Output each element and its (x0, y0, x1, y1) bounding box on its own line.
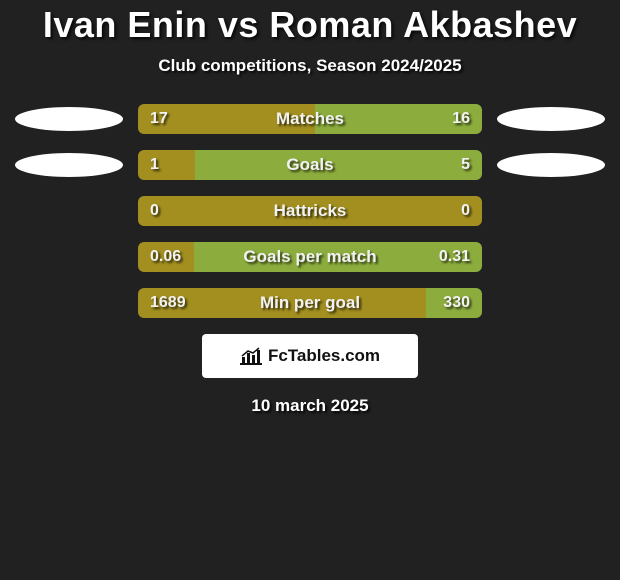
right-avatar-slot (482, 242, 620, 272)
player-avatar-placeholder (15, 107, 123, 131)
bar-fill-right (426, 288, 482, 318)
stat-bar: 00Hattricks (138, 196, 482, 226)
player-avatar-placeholder (15, 153, 123, 177)
bar-fill-right (195, 150, 482, 180)
bar-fill-left (138, 288, 426, 318)
page-title: Ivan Enin vs Roman Akbashev (0, 4, 620, 46)
left-avatar-slot (0, 196, 138, 226)
left-avatar-slot (0, 242, 138, 272)
stat-row: 1716Matches (0, 104, 620, 134)
stat-row: 00Hattricks (0, 196, 620, 226)
stat-rows: 1716Matches 15Goals 00Hattricks 0.060.31Goa… (0, 104, 620, 318)
bar-fill-left (138, 196, 482, 226)
stat-bar: 0.060.31Goals per match (138, 242, 482, 272)
bar-fill-right (194, 242, 482, 272)
chart-icon (240, 347, 262, 365)
left-avatar-slot (0, 288, 138, 318)
stat-bar: 15Goals (138, 150, 482, 180)
right-avatar-slot (482, 288, 620, 318)
player-avatar-placeholder (497, 107, 605, 131)
left-avatar-slot (0, 104, 138, 134)
date-label: 10 march 2025 (0, 396, 620, 416)
stat-row: 15Goals (0, 150, 620, 180)
comparison-widget: Ivan Enin vs Roman Akbashev Club competi… (0, 0, 620, 416)
right-avatar-slot (482, 104, 620, 134)
stat-bar: 1689330Min per goal (138, 288, 482, 318)
bar-fill-left (138, 104, 315, 134)
stat-row: 1689330Min per goal (0, 288, 620, 318)
stat-row: 0.060.31Goals per match (0, 242, 620, 272)
left-avatar-slot (0, 150, 138, 180)
bar-fill-right (315, 104, 482, 134)
right-avatar-slot (482, 150, 620, 180)
right-avatar-slot (482, 196, 620, 226)
player-avatar-placeholder (497, 153, 605, 177)
stat-bar: 1716Matches (138, 104, 482, 134)
subtitle: Club competitions, Season 2024/2025 (0, 56, 620, 76)
source-label: FcTables.com (268, 346, 380, 366)
bar-fill-left (138, 150, 195, 180)
source-badge[interactable]: FcTables.com (202, 334, 418, 378)
bar-fill-left (138, 242, 194, 272)
